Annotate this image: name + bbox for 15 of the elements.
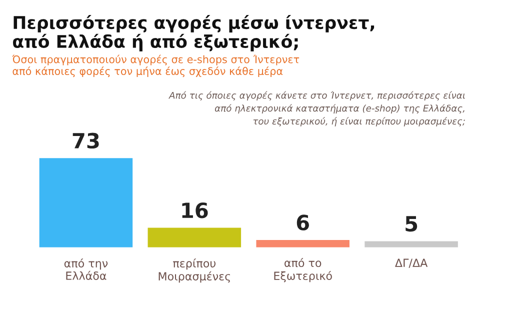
x-tick-label: ΔΓ/ΔΑ [395,258,428,268]
data-label: 6 [296,214,309,230]
data-label: 5 [406,216,418,232]
x-tick-label: περίπου Μοιρασμένες [158,258,230,283]
bar [364,241,458,248]
text: Από τις όποιες αγορές κάνετε στο Ίντερνετ, περισσότερες είναι από ηλεκτρονικά καταστήματα (e-shop) της Ελλάδας, του εξωτερικού, ή είναι περίπου μοιρασμένες; [168,91,465,126]
bar [39,158,133,248]
bar [256,240,350,248]
chart-title: Περισσότερες αγορές μέσω ίντερνετ, από Ελλάδα ή από εξωτερικό; [13,14,374,52]
x-tick-label: από την Ελλάδα [64,258,108,280]
data-label: 16 [182,202,208,218]
bar [148,228,242,248]
x-tick-label: από το Εξωτερικό [274,258,332,282]
data-label: 73 [72,132,99,149]
chart-subtitle: Όσοι πραγματοποιούν αγορές σε e-shops στο Ίντερνετ από κάποιες φορές τον μήνα έως σχεδόν κάθε μέρα [12,54,300,78]
